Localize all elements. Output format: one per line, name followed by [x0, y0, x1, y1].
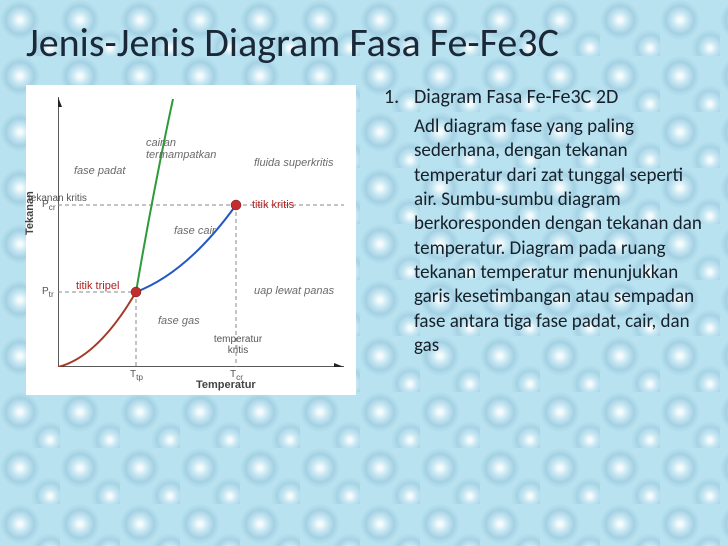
ytick-pcr: Pcr [42, 199, 56, 212]
red-label-titik_kritis: titik kritis [252, 199, 294, 211]
phase-diagram: Tekanan Temperatur fase padatcairan term… [26, 85, 356, 395]
plot-area: fase padat cairan termampatkan fluida supe… [58, 97, 344, 367]
list-text: Diagram Fasa Fe-Fe3C 2D Adl diagram fase… [414, 85, 702, 395]
phase-label-fluida_super: fluida superkritis [254, 157, 333, 169]
content-columns: Tekanan Temperatur fase padatcairan term… [26, 85, 702, 395]
list-heading: Diagram Fasa Fe-Fe3C 2D [414, 85, 702, 109]
xtick-tcr: Tcr [230, 369, 243, 382]
list-body: Adl diagram fase yang paling sederhana, … [414, 115, 702, 358]
x-axis-label: Temperatur [196, 379, 256, 391]
ylabel-tekanan-kritis: tekanan kritis [28, 193, 87, 204]
phase-label-fase_gas: fase gas [158, 315, 200, 327]
slide: Jenis-Jenis Diagram Fasa Fe-Fe3C Tekanan… [0, 0, 728, 546]
phase-label-cairan_term: cairan termampatkan [146, 137, 236, 161]
diagram-column: Tekanan Temperatur fase padatcairan term… [26, 85, 366, 395]
ytick-ptr: Ptr [42, 286, 54, 299]
text-column: 1. Diagram Fasa Fe-Fe3C 2D Adl diagram f… [384, 85, 702, 395]
phase-label-uap_lewat: uap lewat panas [254, 285, 334, 297]
xlabel-temp-kritis: temperatur kritis [208, 335, 268, 356]
xtick-ttp: Ttp [130, 369, 143, 382]
red-label-titik_tripel: titik tripel [76, 280, 119, 292]
slide-title: Jenis-Jenis Diagram Fasa Fe-Fe3C [26, 18, 702, 67]
phase-label-fase_padat: fase padat [74, 165, 125, 177]
phase-label-fase_cair: fase cair [174, 225, 216, 237]
list-number: 1. [384, 85, 406, 395]
